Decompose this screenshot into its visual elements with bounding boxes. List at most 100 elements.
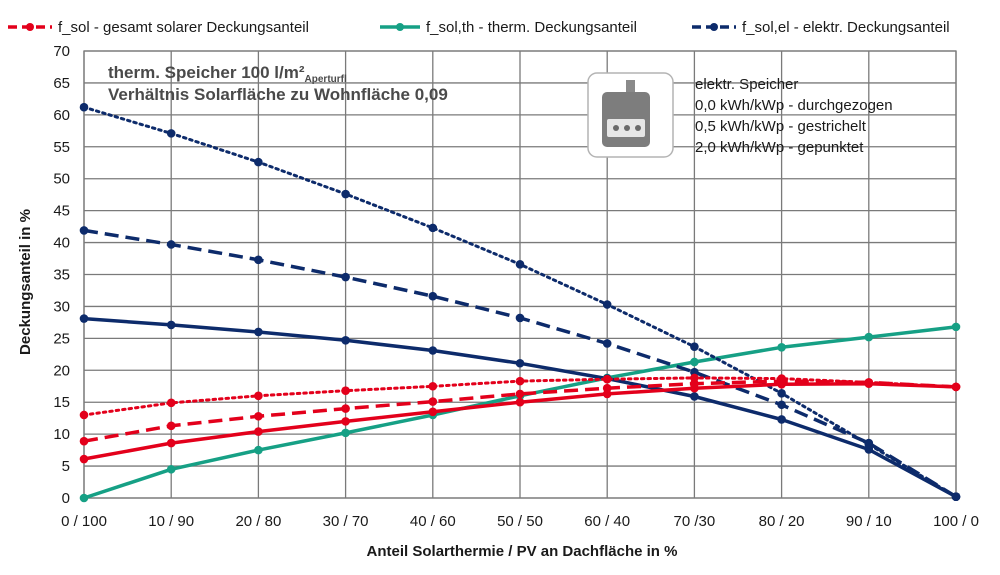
series-point-1 xyxy=(690,392,699,401)
x-tick-label: 80 / 20 xyxy=(759,513,805,530)
y-tick-label: 0 xyxy=(62,490,70,507)
series-point-5 xyxy=(515,389,525,399)
x-tick-label: 10 / 90 xyxy=(148,513,194,530)
legend-item-f-sol: f_sol - gesamt solarer Deckungsanteil xyxy=(8,19,309,36)
series-point-3 xyxy=(166,129,176,138)
series-line-5 xyxy=(83,379,957,443)
x-tick-label: 30 / 70 xyxy=(323,513,369,530)
x-tick-labels: 0 / 100 10 / 90 20 / 80 30 / 70 40 / 60 50 / … xyxy=(61,513,979,530)
series-point-1 xyxy=(428,346,438,355)
legend-label-f-sol-th: f_sol,th - therm. Deckungsanteil xyxy=(426,19,637,36)
series-point-4 xyxy=(428,407,438,417)
series-point-3 xyxy=(254,157,263,167)
series-point-5 xyxy=(79,436,89,446)
y-tick-label: 35 xyxy=(53,267,70,284)
series-point-2 xyxy=(79,226,89,235)
y-tick-label: 20 xyxy=(53,362,70,379)
x-tick-label: 0 / 100 xyxy=(61,513,107,530)
series-point-6 xyxy=(515,376,525,386)
y-tick-label: 30 xyxy=(53,298,70,315)
y-tick-label: 60 xyxy=(53,107,70,124)
series-point-6 xyxy=(602,374,612,384)
series-point-2 xyxy=(166,240,176,249)
x-tick-label: 60 / 40 xyxy=(584,513,630,530)
series-point-4 xyxy=(341,417,350,426)
series-point-6 xyxy=(79,410,89,420)
series-point-3 xyxy=(777,388,786,398)
series-point-6 xyxy=(254,391,263,401)
series-point-6 xyxy=(864,378,874,387)
grid xyxy=(83,50,957,499)
series-point-4 xyxy=(515,397,525,407)
storage-note: elektr. Speicher 0,0 kWh/kWp - durchgezo… xyxy=(587,72,893,158)
annotation-line2: Verhältnis Solarfläche zu Wohnfläche 0,0… xyxy=(108,85,448,104)
x-tick-label: 40 / 60 xyxy=(410,513,456,530)
series-point-1 xyxy=(515,358,525,368)
series-point-3 xyxy=(341,189,350,199)
series-points xyxy=(79,102,961,503)
x-tick-label: 50 / 50 xyxy=(497,513,543,530)
series-point-3 xyxy=(79,102,89,112)
legend: f_sol - gesamt solarer Deckungsanteil f_… xyxy=(8,19,950,36)
series-point-5 xyxy=(428,397,438,406)
series-point-5 xyxy=(166,421,176,431)
x-tick-label: 100 / 0 xyxy=(933,513,979,530)
series-point-2 xyxy=(428,291,438,301)
legend-item-f-sol-th: f_sol,th - therm. Deckungsanteil xyxy=(380,19,637,36)
y-tick-label: 10 xyxy=(53,426,70,443)
series-point-6 xyxy=(166,398,176,408)
series-point-6 xyxy=(428,381,438,391)
series-point-2 xyxy=(777,400,786,410)
y-tick-label: 65 xyxy=(53,75,70,92)
series-point-6 xyxy=(777,374,786,383)
y-tick-label: 40 xyxy=(53,235,70,252)
y-tick-label: 25 xyxy=(53,330,70,347)
storage-note-line-2: 0,5 kWh/kWp - gestrichelt xyxy=(695,118,867,135)
series-point-6 xyxy=(690,373,699,383)
series-point-0 xyxy=(341,428,350,438)
y-tick-label: 15 xyxy=(53,394,70,411)
series-point-4 xyxy=(79,454,89,464)
y-tick-labels: 0 5 10 15 20 25 30 35 40 45 50 55 60 65 70 xyxy=(53,43,70,507)
y-tick-label: 55 xyxy=(53,139,70,156)
annotation: therm. Speicher 100 l/m²Aperturfl Verhäl… xyxy=(108,63,448,104)
series-point-3 xyxy=(515,259,525,269)
storage-note-line-1: 0,0 kWh/kWp - durchgezogen xyxy=(695,97,893,114)
series-point-2 xyxy=(341,272,350,282)
x-tick-label: 90 / 10 xyxy=(846,513,892,530)
y-tick-label: 5 xyxy=(62,458,70,475)
series-point-2 xyxy=(515,313,525,323)
series-point-3 xyxy=(690,342,699,351)
battery-storage-icon xyxy=(602,80,650,147)
series-point-5 xyxy=(254,411,263,421)
series-point-5 xyxy=(602,383,612,393)
x-axis-title: Anteil Solarthermie / PV an Dachfläche i… xyxy=(367,543,678,560)
series-point-0 xyxy=(864,332,874,342)
series-point-1 xyxy=(166,320,176,330)
series-point-4 xyxy=(254,427,263,436)
series-point-1 xyxy=(341,335,350,345)
series-point-3 xyxy=(602,300,612,309)
series-point-2 xyxy=(254,255,263,265)
x-tick-label: 70 /30 xyxy=(674,513,716,530)
legend-label-f-sol-el: f_sol,el - elektr. Deckungsanteil xyxy=(742,19,950,36)
series-point-5 xyxy=(341,404,350,413)
series-point-3 xyxy=(951,492,961,502)
legend-item-f-sol-el: f_sol,el - elektr. Deckungsanteil xyxy=(692,19,950,36)
x-tick-label: 20 / 80 xyxy=(235,513,281,530)
series-point-2 xyxy=(602,339,612,348)
y-tick-label: 45 xyxy=(53,203,70,220)
annotation-line1: therm. Speicher 100 l/m²Aperturfl xyxy=(108,63,347,85)
series-point-6 xyxy=(341,386,350,396)
series-point-1 xyxy=(254,327,263,337)
y-axis-title: Deckungsanteil in % xyxy=(17,209,34,355)
storage-note-line-0: elektr. Speicher xyxy=(695,76,798,93)
series-point-3 xyxy=(428,223,438,233)
series-point-3 xyxy=(864,440,874,449)
storage-note-line-3: 2,0 kWh/kWp - gepunktet xyxy=(695,139,864,156)
series-point-0 xyxy=(79,493,89,503)
y-tick-label: 70 xyxy=(53,43,70,60)
series-point-0 xyxy=(777,342,786,352)
series-point-0 xyxy=(166,464,176,474)
